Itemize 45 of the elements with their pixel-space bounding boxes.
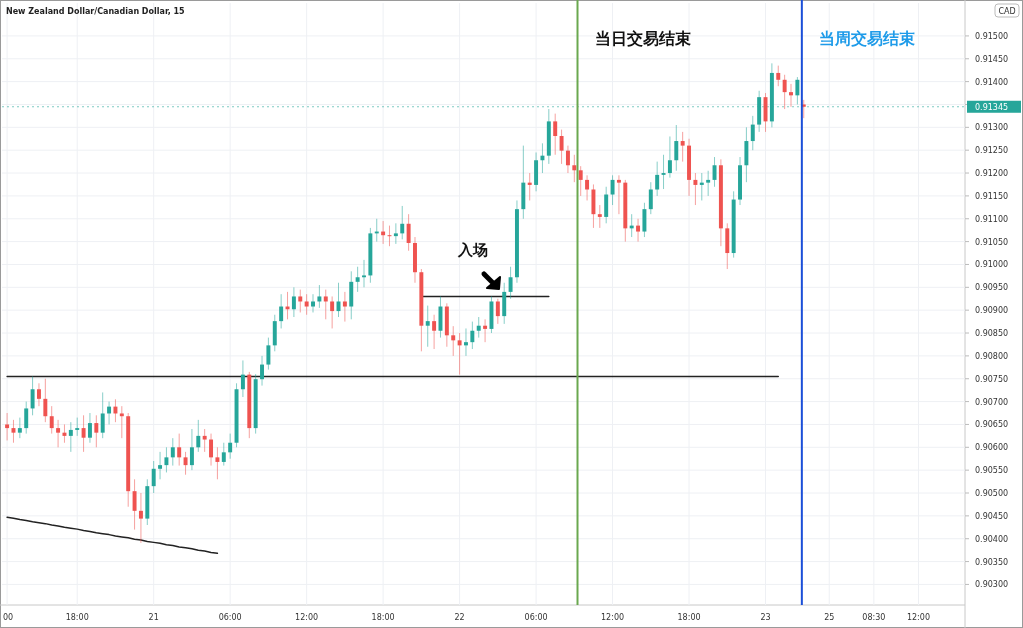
x-tick-label: 25 — [824, 613, 835, 622]
annotation: 当周交易结束 — [818, 29, 915, 48]
y-tick-label: 0.90450 — [975, 511, 1009, 521]
y-tick-label: 0.91250 — [975, 146, 1009, 156]
y-tick-label: 0.91200 — [975, 169, 1009, 179]
x-tick-label: 21 — [148, 613, 159, 622]
y-tick-label: 0.90300 — [975, 580, 1009, 590]
y-tick-label: 0.90600 — [975, 443, 1009, 453]
y-tick-label: 0.90850 — [975, 329, 1009, 339]
x-tick-label: 18:00 — [677, 613, 701, 622]
x-tick-label: 06:00 — [218, 613, 242, 622]
y-tick-label: 0.90350 — [975, 557, 1009, 567]
y-tick-label: 0.91400 — [975, 77, 1009, 87]
x-tick-label: 08:30 — [862, 613, 886, 622]
x-tick-label: 12:00 — [295, 613, 319, 622]
y-tick-label: 0.90650 — [975, 420, 1009, 430]
x-tick-label: 12:00 — [906, 613, 931, 622]
line-series — [6, 516, 219, 555]
x-tick-label: 18:00 — [371, 613, 395, 622]
x-tick-label: 23 — [760, 613, 771, 622]
y-tick-label: 0.90550 — [975, 466, 1009, 476]
annotation: 当日交易结束 — [594, 29, 691, 48]
y-tick-label: 0.91300 — [975, 123, 1009, 133]
x-tick-label: 06:00 — [524, 613, 548, 622]
y-tick-label: 0.90400 — [975, 534, 1009, 544]
y-tick-label: 0.90800 — [975, 351, 1009, 361]
x-tick-label: 18:00 — [65, 613, 89, 622]
y-tick-label: 0.90900 — [975, 306, 1009, 316]
annotation: 入场 — [457, 241, 488, 259]
y-tick-label: 0.90500 — [975, 489, 1009, 499]
y-tick-label: 0.90750 — [975, 374, 1009, 384]
x-tick-label: 00 — [2, 613, 14, 622]
x-tick-label: 12:00 — [601, 613, 625, 622]
y-tick-label: 0.91050 — [975, 237, 1009, 247]
text: CAD — [998, 7, 1016, 16]
y-tick-label: 0.91500 — [975, 31, 1009, 41]
x-tick-label: 22 — [454, 613, 465, 622]
text: New Zealand Dollar/Canadian Dollar, 15 — [6, 7, 186, 16]
y-tick-label: 0.90700 — [975, 397, 1009, 407]
ref-line-label: 0.91345 — [975, 102, 1009, 112]
y-tick-label: 0.91450 — [975, 54, 1009, 64]
y-tick-label: 0.90950 — [975, 283, 1009, 293]
y-tick-label: 0.91150 — [975, 191, 1009, 201]
y-tick-label: 0.91000 — [975, 260, 1009, 270]
y-tick-label: 0.91100 — [975, 214, 1009, 224]
